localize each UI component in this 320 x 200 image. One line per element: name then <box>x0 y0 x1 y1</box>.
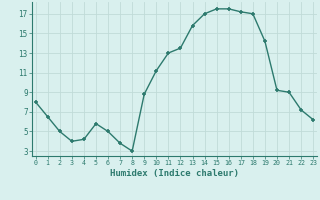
X-axis label: Humidex (Indice chaleur): Humidex (Indice chaleur) <box>110 169 239 178</box>
